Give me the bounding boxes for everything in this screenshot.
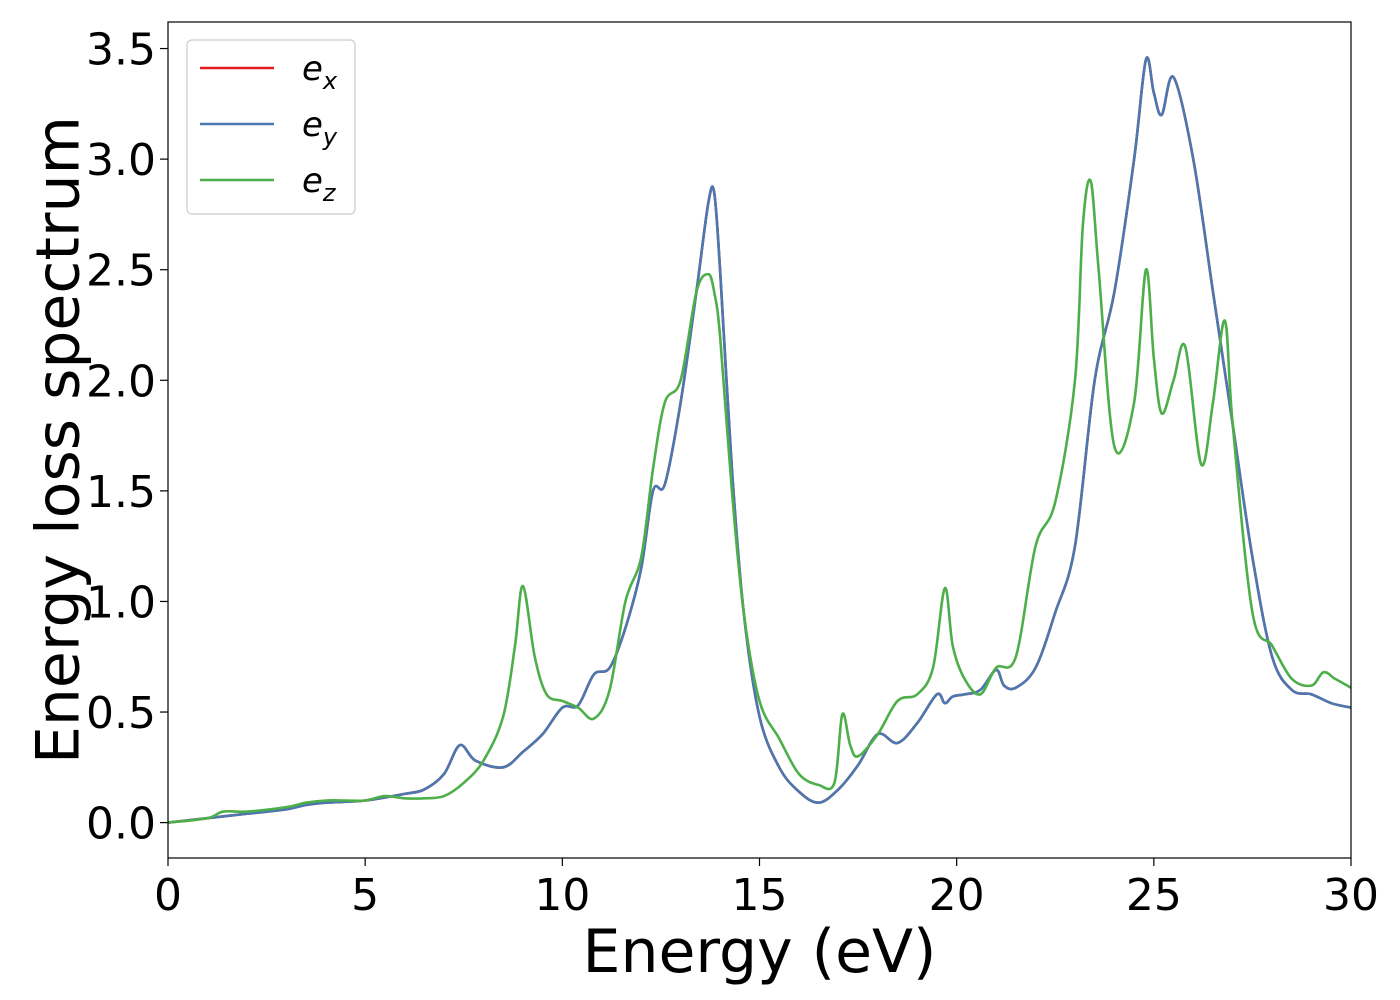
y-tick-label: 2.0 xyxy=(86,356,156,407)
x-tick-label: 20 xyxy=(929,870,985,921)
y-tick-label: 3.0 xyxy=(86,135,156,186)
legend-box xyxy=(186,39,356,215)
legend: ex ey ez xyxy=(186,39,356,215)
series-line-z xyxy=(168,178,1351,824)
x-tick-label: 15 xyxy=(732,870,788,921)
x-axis: 0 5 10 15 20 25 30 xyxy=(154,858,1379,921)
legend-label-y: ey xyxy=(302,105,338,151)
y-tick-label: 0.5 xyxy=(86,688,156,739)
legend-label-z: ez xyxy=(302,161,337,207)
x-tick-label: 30 xyxy=(1323,870,1379,921)
series-layer xyxy=(168,56,1351,824)
x-tick-label: 5 xyxy=(351,870,379,921)
x-tick-label: 25 xyxy=(1126,870,1182,921)
y-tick-label: 2.5 xyxy=(86,246,156,297)
y-tick-label: 0.0 xyxy=(86,799,156,850)
y-tick-label: 3.5 xyxy=(86,25,156,76)
y-tick-label: 1.0 xyxy=(86,577,156,628)
y-tick-label: 1.5 xyxy=(86,467,156,518)
x-tick-label: 0 xyxy=(154,870,182,921)
x-tick-label: 10 xyxy=(534,870,590,921)
series-line-y xyxy=(168,56,1351,824)
y-axis-label: Energy loss spectrum xyxy=(24,116,94,764)
legend-label-x: ex xyxy=(302,49,338,95)
y-axis: 0.0 0.5 1.0 1.5 2.0 2.5 3.0 3.5 xyxy=(86,25,168,850)
x-axis-label: Energy (eV) xyxy=(583,917,937,987)
